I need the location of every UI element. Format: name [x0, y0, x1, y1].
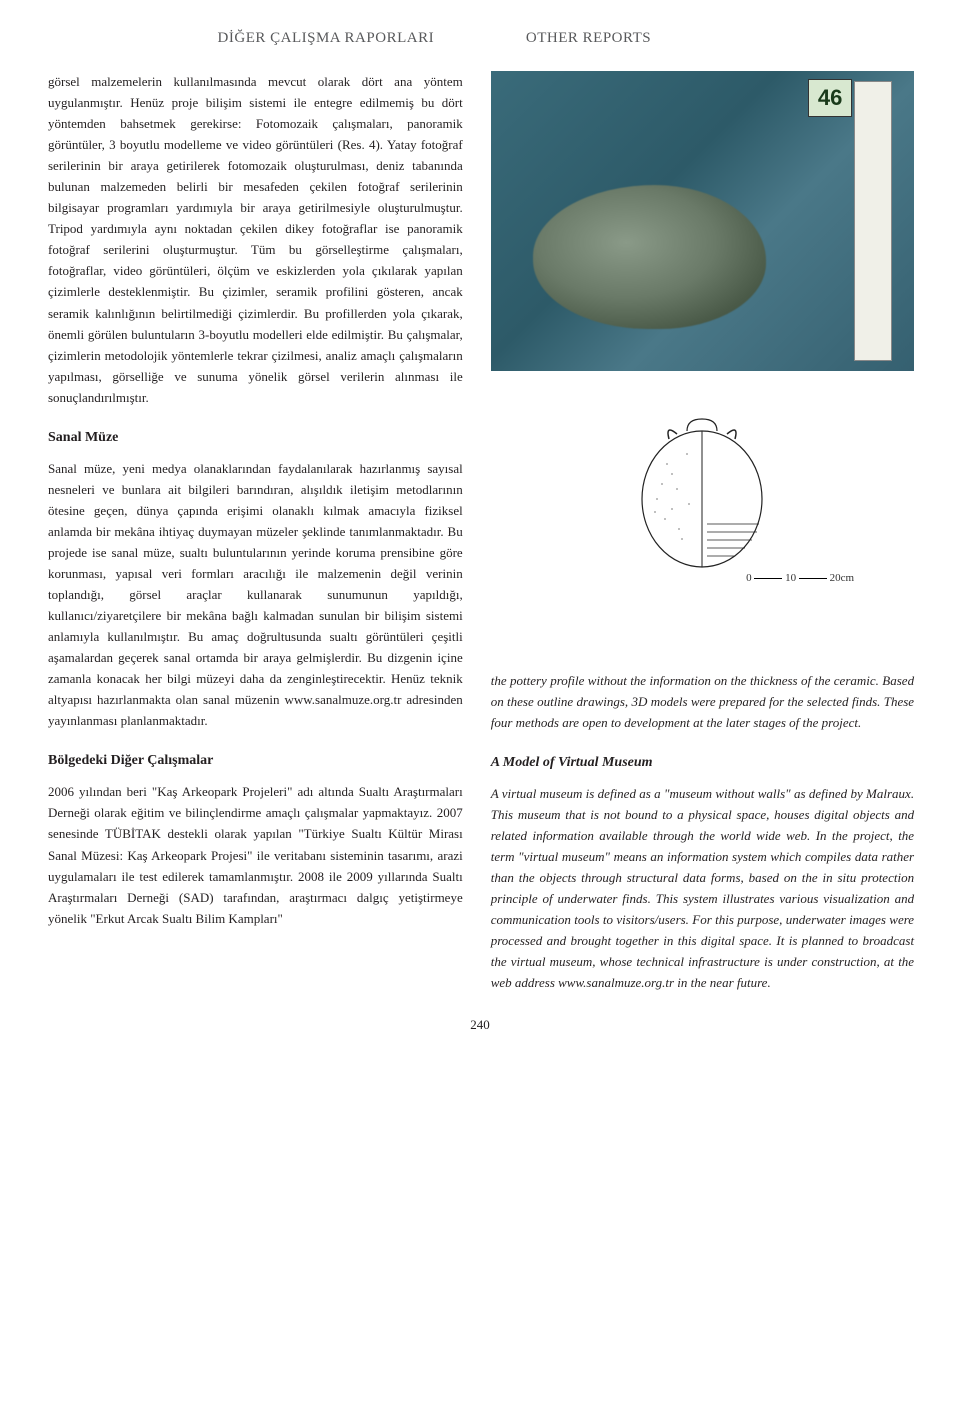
- left-para-3: 2006 yılından beri "Kaş Arkeopark Projel…: [48, 781, 463, 928]
- header-left-title: DİĞER ÇALIŞMA RAPORLARI: [48, 30, 454, 47]
- column-turkish: görsel malzemelerin kullanılmasında mevc…: [48, 71, 463, 993]
- scale-10: 10: [785, 572, 796, 584]
- scale-ruler: [854, 81, 892, 361]
- page-number: 240: [48, 1017, 912, 1033]
- scale-0: 0: [746, 572, 752, 584]
- figure-photo-underwater: 46: [491, 71, 914, 371]
- right-para-2: A virtual museum is defined as a "museum…: [491, 783, 914, 993]
- page-header: DİĞER ÇALIŞMA RAPORLARI OTHER REPORTS: [48, 30, 912, 47]
- left-heading-sanal-muze: Sanal Müze: [48, 430, 463, 446]
- right-heading-virtual-museum: A Model of Virtual Museum: [491, 755, 914, 771]
- vessel-svg: [617, 394, 787, 574]
- find-number-tag: 46: [808, 79, 852, 117]
- scale-20: 20cm: [830, 572, 854, 584]
- left-para-1: görsel malzemelerin kullanılmasında mevc…: [48, 71, 463, 408]
- scale-bar: 0 10 20cm: [746, 572, 854, 584]
- left-heading-bolgedeki: Bölgedeki Diğer Çalışmalar: [48, 753, 463, 769]
- figure-3: 46: [491, 71, 914, 652]
- content-columns: görsel malzemelerin kullanılmasında mevc…: [48, 71, 912, 993]
- header-right-title: OTHER REPORTS: [506, 30, 912, 47]
- figure-vessel-drawing: 0 10 20cm: [491, 371, 914, 596]
- left-para-2: Sanal müze, yeni medya olanaklarından fa…: [48, 458, 463, 732]
- right-para-1: the pottery profile without the informat…: [491, 670, 914, 733]
- amphora-object: [533, 185, 766, 329]
- column-english: 46: [491, 71, 914, 993]
